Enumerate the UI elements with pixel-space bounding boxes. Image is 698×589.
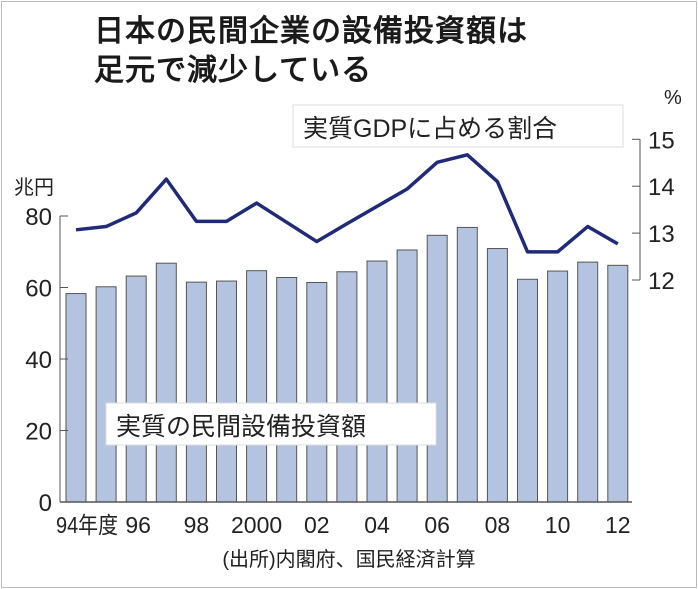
bar-2002 [306,281,328,503]
bar-2011 [577,261,599,503]
bar-2008 [486,248,508,503]
bar-2006 [426,234,448,503]
chart-title-line2: 足元で減少している [94,53,373,88]
right-tick-label: 14 [648,174,675,201]
x-tick-label: 04 [364,512,390,538]
left-tick-label: 40 [25,347,52,374]
bar-2007 [456,226,478,503]
line-legend-label: 実質GDPに占める割合 [303,115,557,143]
gdp-share-line [75,153,619,254]
bar-2004 [366,260,388,503]
left-tick-label: 20 [25,419,52,446]
bar-2009 [517,278,538,503]
left-axis-unit: 兆円 [14,176,54,199]
x-tick-label: 96 [125,512,151,538]
bar-1999 [216,280,237,503]
right-tick-label: 13 [648,221,675,248]
bar-2012 [607,264,629,503]
x-tick-label: 08 [485,512,511,538]
bar-2000 [246,270,268,503]
bar-2003 [336,271,358,503]
left-tick-label: 60 [25,276,52,303]
bar-1998 [185,281,207,503]
left-tick-label: 80 [25,204,52,231]
bar-1996 [125,275,147,503]
line-legend-box [292,104,624,148]
bar-2001 [276,276,298,503]
bar-legend-box [105,402,437,446]
left-tick-label: 0 [39,490,52,517]
bar-2005 [396,249,418,503]
chart-title-line1: 日本の民間企業の設備投資額は [94,14,528,49]
right-tick-label: 15 [648,127,675,154]
x-tick-label: 12 [605,512,631,538]
bar-2010 [547,270,569,503]
x-tick-label: 98 [184,512,210,538]
source-note: (出所)内閣府、国民経済計算 [222,548,475,571]
right-axis-unit: % [664,87,682,109]
x-tick-label: 94年度 [56,512,118,538]
x-tick-label: 02 [304,512,330,538]
x-tick-label: 2000 [231,512,282,538]
x-tick-label: 06 [424,512,450,538]
x-tick-label: 10 [545,512,571,538]
right-tick-label: 12 [648,268,675,295]
bar-1995 [95,286,117,503]
bar-1997 [155,262,177,503]
bar-1994 [65,293,87,503]
bar-legend-label: 実質の民間設備投資額 [116,413,366,441]
